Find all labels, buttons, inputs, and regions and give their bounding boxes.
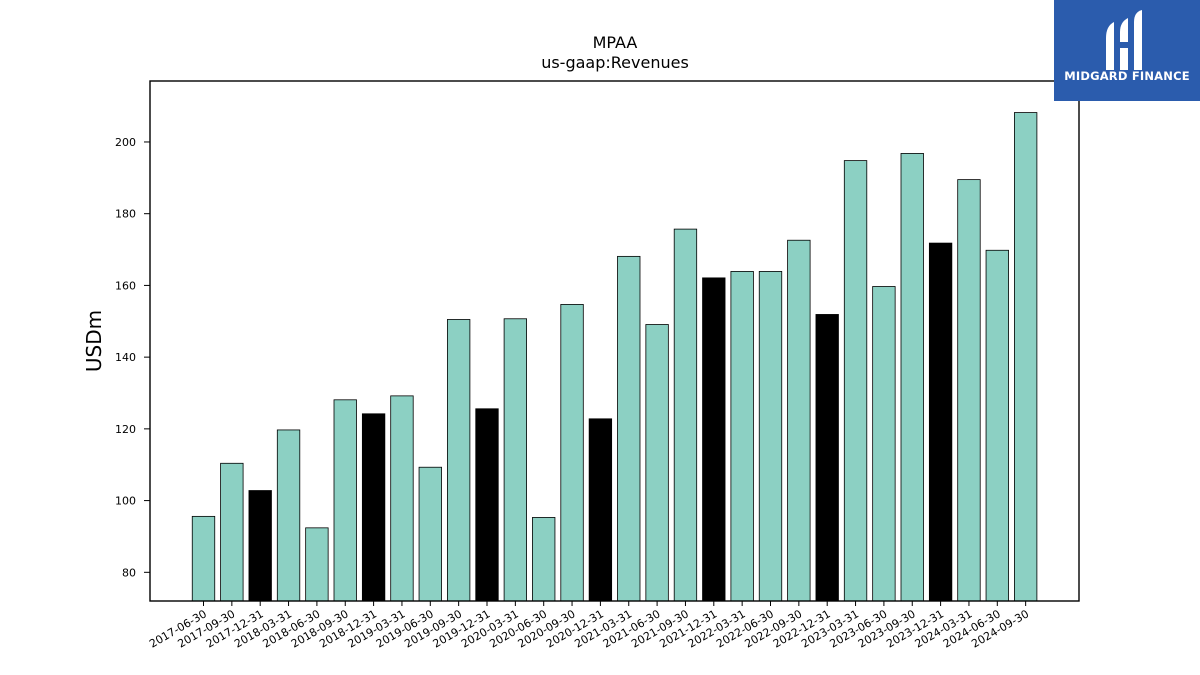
bar-2023-06-30 <box>872 286 896 602</box>
y-tick-label: 80 <box>122 566 136 579</box>
bars-group <box>191 112 1038 602</box>
y-tick-label: 160 <box>115 279 136 292</box>
bar-2021-09-30 <box>673 228 698 602</box>
bar-2022-06-30 <box>758 271 783 602</box>
bar-2017-09-30 <box>220 462 244 602</box>
bar-2020-03-31 <box>503 318 528 602</box>
bar-2021-03-31 <box>617 255 641 602</box>
bar-2018-06-30 <box>305 527 329 602</box>
chart-title: MPAA <box>593 33 638 52</box>
x-axis-ticks: 2017-06-302017-09-302017-12-312018-03-31… <box>147 601 1031 651</box>
bar-2022-03-31 <box>730 271 754 602</box>
bar-2019-09-30 <box>446 319 471 602</box>
bar-2023-09-30 <box>900 153 924 602</box>
bar-2023-03-31 <box>843 160 868 602</box>
midgard-logo-icon <box>1106 10 1142 70</box>
bar-2018-12-31 <box>361 413 386 602</box>
y-tick-label: 140 <box>115 351 136 364</box>
bar-2019-12-31 <box>475 408 499 602</box>
bar-2022-12-31 <box>815 314 839 602</box>
y-tick-label: 180 <box>115 208 136 221</box>
bar-2024-06-30 <box>985 249 1009 602</box>
brand-name: MIDGARD FINANCE <box>1064 69 1190 83</box>
y-axis-label: USDm <box>82 310 106 372</box>
bar-2021-06-30 <box>645 324 669 602</box>
y-tick-label: 200 <box>115 136 136 149</box>
y-tick-label: 100 <box>115 495 136 508</box>
bar-2017-06-30 <box>191 515 216 602</box>
bar-2020-06-30 <box>532 517 556 602</box>
y-tick-label: 120 <box>115 423 136 436</box>
bar-2020-09-30 <box>560 304 584 602</box>
bar-2018-09-30 <box>333 399 357 602</box>
bar-2018-03-31 <box>276 429 301 602</box>
bar-2019-06-30 <box>418 466 442 602</box>
bar-2020-12-31 <box>588 418 613 602</box>
bar-2023-12-31 <box>928 242 953 602</box>
chart-subtitle: us-gaap:Revenues <box>541 53 689 72</box>
y-axis-ticks: 80 100 120 140 160 180 200 <box>115 136 150 579</box>
plot-frame <box>149 80 1080 602</box>
bar-2024-03-31 <box>957 179 981 602</box>
bar-2021-12-31 <box>702 277 726 602</box>
bar-2019-03-31 <box>390 395 414 602</box>
bar-2024-09-30 <box>1014 112 1038 602</box>
bar-2022-09-30 <box>787 239 811 602</box>
bar-2017-12-31 <box>248 490 272 602</box>
